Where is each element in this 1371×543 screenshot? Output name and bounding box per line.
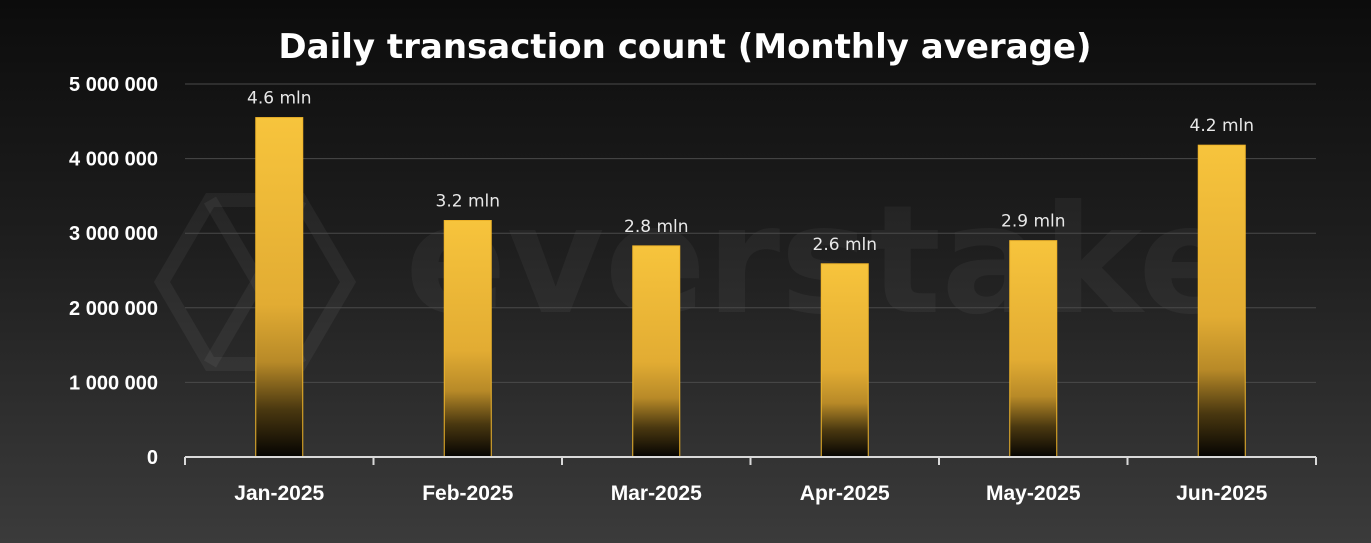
bar xyxy=(820,263,869,458)
x-tick-label: Mar-2025 xyxy=(611,482,702,505)
data-label: 2.8 mln xyxy=(624,217,689,237)
data-label: 2.9 mln xyxy=(1001,212,1066,232)
data-label: 4.2 mln xyxy=(1190,116,1255,136)
x-tick-label: Apr-2025 xyxy=(800,482,890,505)
bars xyxy=(255,117,1246,458)
x-tick-label: Jan-2025 xyxy=(234,482,324,505)
y-axis-ticks: 0 1 000 000 2 000 000 3 000 000 4 000 000 5 0… xyxy=(69,74,158,469)
watermark-logo-icon xyxy=(153,193,357,371)
y-tick-label: 0 xyxy=(147,447,158,469)
x-axis xyxy=(184,456,1317,465)
y-tick-label: 3 000 000 xyxy=(69,223,158,245)
y-tick-label: 2 000 000 xyxy=(69,298,158,320)
bar xyxy=(1197,144,1246,458)
x-tick-label: Jun-2025 xyxy=(1176,482,1267,505)
y-tick-label: 4 000 000 xyxy=(69,149,158,171)
chart-title: Daily transaction count (Monthly average… xyxy=(278,27,1091,67)
data-labels: 4.6 mln 3.2 mln 2.8 mln 2.6 mln 2.9 mln 4.2 m… xyxy=(247,89,1254,255)
bar xyxy=(1009,240,1058,458)
gridlines xyxy=(185,83,1316,383)
y-tick-label: 5 000 000 xyxy=(69,74,158,96)
bar xyxy=(443,220,492,458)
x-tick-label: Feb-2025 xyxy=(422,482,513,505)
watermark: everstake xyxy=(153,174,1240,371)
x-tick-label: May-2025 xyxy=(986,482,1081,505)
data-label: 3.2 mln xyxy=(436,192,501,212)
x-axis-ticks: Jan-2025 Feb-2025 Mar-2025 Apr-2025 May-2025… xyxy=(234,482,1267,505)
bar xyxy=(255,117,304,458)
y-tick-label: 1 000 000 xyxy=(69,372,158,394)
data-label: 4.6 mln xyxy=(247,89,312,109)
data-label: 2.6 mln xyxy=(813,235,878,255)
bar xyxy=(632,245,681,458)
